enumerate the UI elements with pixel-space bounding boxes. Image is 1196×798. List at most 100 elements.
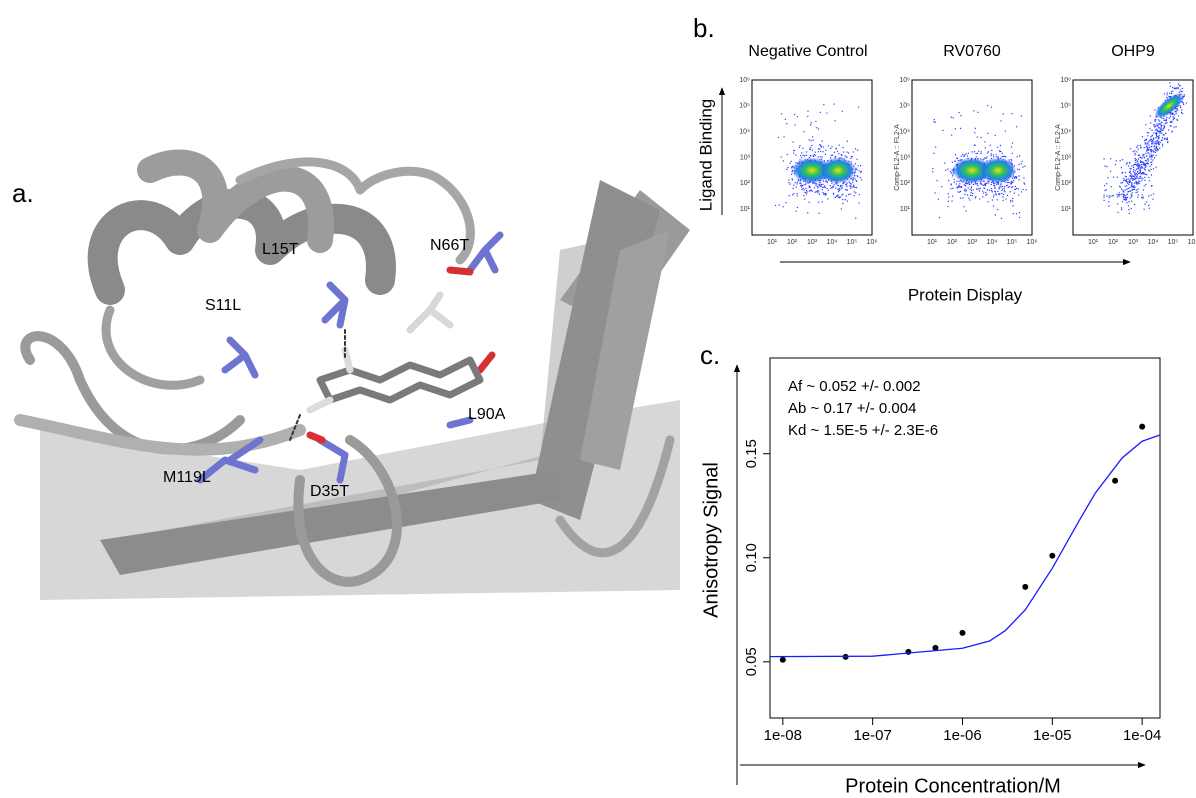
event-dot (807, 110, 809, 112)
event-dot (1136, 174, 1139, 176)
event-dot (1153, 124, 1155, 126)
event-dot (951, 134, 953, 136)
event-dot (1137, 191, 1139, 193)
event-dot (1148, 141, 1150, 143)
event-dot (1131, 175, 1133, 177)
event-dot (1128, 208, 1130, 211)
event-dot (984, 141, 986, 143)
event-dot (961, 186, 963, 189)
event-dot (1165, 119, 1168, 121)
event-dot (791, 179, 794, 181)
event-dot (1160, 140, 1162, 142)
event-dot (1122, 195, 1125, 198)
event-dot (1011, 112, 1013, 115)
event-dot (803, 189, 805, 191)
event-dot (996, 156, 998, 158)
event-dot (1020, 115, 1022, 117)
event-dot (951, 161, 953, 163)
event-dot (1148, 132, 1150, 134)
event-dot (1143, 185, 1145, 187)
event-dot (1177, 87, 1179, 89)
event-dot (819, 185, 821, 188)
event-dot (1124, 198, 1126, 201)
event-dot (1103, 199, 1105, 201)
event-dot (987, 104, 989, 107)
event-dot (825, 181, 827, 183)
event-dot (1124, 172, 1126, 174)
event-dot (1158, 119, 1160, 121)
density-core (1154, 93, 1184, 119)
event-dot (856, 168, 858, 171)
event-dot (802, 187, 804, 189)
event-dot (1125, 163, 1128, 165)
event-dot (1144, 142, 1146, 144)
event-dot (947, 200, 949, 202)
event-dot (969, 184, 971, 186)
event-dot (826, 187, 828, 190)
event-dot (806, 193, 808, 195)
event-dot (1139, 144, 1142, 147)
event-dot (1160, 123, 1162, 125)
event-dot (971, 195, 973, 197)
event-dot (1149, 140, 1151, 142)
event-dot (1118, 195, 1120, 197)
event-dot (799, 159, 801, 161)
event-dot (995, 191, 997, 193)
event-dot (1146, 142, 1148, 144)
event-dot (1145, 165, 1147, 167)
event-dot (807, 182, 809, 184)
event-dot (809, 124, 812, 126)
event-dot (1150, 146, 1152, 148)
event-dot (1154, 109, 1156, 111)
event-dot (1107, 177, 1109, 179)
event-dot (1165, 138, 1167, 140)
event-dot (947, 193, 949, 195)
event-dot (954, 160, 956, 162)
event-dot (1141, 196, 1143, 199)
event-dot (1124, 195, 1126, 197)
event-dot (1104, 189, 1106, 192)
event-dot (1159, 147, 1161, 149)
event-dot (1148, 176, 1150, 179)
event-dot (1011, 152, 1013, 154)
event-dot (1138, 182, 1140, 185)
event-dot (839, 189, 841, 191)
event-dot (832, 154, 834, 156)
event-dot (1115, 160, 1117, 162)
y-tick-label: 10¹ (900, 206, 911, 213)
event-dot (849, 193, 851, 195)
event-dot (854, 175, 856, 177)
event-dot (857, 176, 859, 178)
event-dot (1141, 167, 1144, 169)
event-dot (1007, 186, 1009, 188)
event-dot (1158, 143, 1160, 145)
event-dot (1103, 184, 1106, 187)
event-dot (840, 208, 842, 210)
event-dot (1010, 146, 1013, 148)
event-dot (1142, 177, 1144, 180)
event-dot (956, 180, 958, 182)
event-dot (1155, 143, 1157, 145)
event-dot (1128, 201, 1130, 203)
event-dot (1151, 154, 1153, 156)
event-dot (791, 166, 794, 168)
event-dot (1108, 201, 1110, 203)
event-dot (822, 183, 824, 185)
event-dot (1175, 111, 1177, 113)
event-dot (835, 148, 837, 150)
event-dot (1140, 164, 1143, 166)
event-dot (820, 150, 822, 152)
event-dot (1138, 172, 1140, 174)
event-dot (1000, 217, 1003, 220)
event-dot (1143, 164, 1145, 166)
event-dot (821, 189, 823, 191)
event-dot (819, 144, 821, 146)
event-dot (1146, 144, 1148, 146)
event-dot (790, 167, 793, 169)
event-dot (832, 192, 835, 194)
event-dot (1135, 181, 1137, 184)
event-dot (1125, 199, 1128, 201)
event-dot (1133, 178, 1135, 181)
event-dot (1129, 181, 1132, 183)
event-dot (1146, 163, 1149, 165)
